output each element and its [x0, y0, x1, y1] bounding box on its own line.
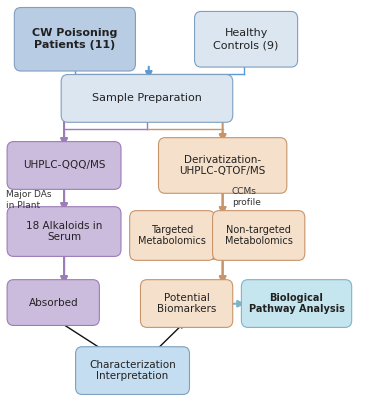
- Text: Sample Preparation: Sample Preparation: [92, 94, 202, 104]
- FancyBboxPatch shape: [7, 142, 121, 189]
- FancyBboxPatch shape: [7, 207, 121, 256]
- FancyBboxPatch shape: [130, 211, 215, 260]
- FancyBboxPatch shape: [76, 347, 190, 394]
- FancyBboxPatch shape: [213, 211, 305, 260]
- FancyBboxPatch shape: [14, 8, 135, 71]
- Text: Targeted
Metabolomics: Targeted Metabolomics: [138, 225, 206, 246]
- FancyBboxPatch shape: [158, 138, 287, 193]
- FancyBboxPatch shape: [61, 74, 233, 122]
- Text: Derivatization-
UHPLC-QTOF/MS: Derivatization- UHPLC-QTOF/MS: [179, 155, 266, 176]
- Text: Non-targeted
Metabolomics: Non-targeted Metabolomics: [225, 225, 293, 246]
- Text: Characterization
Interpretation: Characterization Interpretation: [89, 360, 176, 381]
- Text: CCMs
profile: CCMs profile: [232, 187, 261, 206]
- Text: Potential
Biomarkers: Potential Biomarkers: [157, 293, 216, 314]
- Text: UHPLC-QQQ/MS: UHPLC-QQQ/MS: [23, 160, 105, 170]
- FancyBboxPatch shape: [141, 280, 233, 328]
- FancyBboxPatch shape: [242, 280, 352, 328]
- FancyBboxPatch shape: [7, 280, 100, 326]
- Text: 18 Alkaloids in
Serum: 18 Alkaloids in Serum: [26, 221, 102, 242]
- Text: CW Poisoning
Patients (11): CW Poisoning Patients (11): [32, 28, 117, 50]
- FancyBboxPatch shape: [195, 12, 298, 67]
- Text: Healthy
Controls (9): Healthy Controls (9): [213, 28, 279, 50]
- Text: Absorbed: Absorbed: [29, 298, 78, 308]
- Text: Biological
Pathway Analysis: Biological Pathway Analysis: [249, 293, 344, 314]
- Text: Major DAs
in Plant: Major DAs in Plant: [6, 190, 52, 210]
